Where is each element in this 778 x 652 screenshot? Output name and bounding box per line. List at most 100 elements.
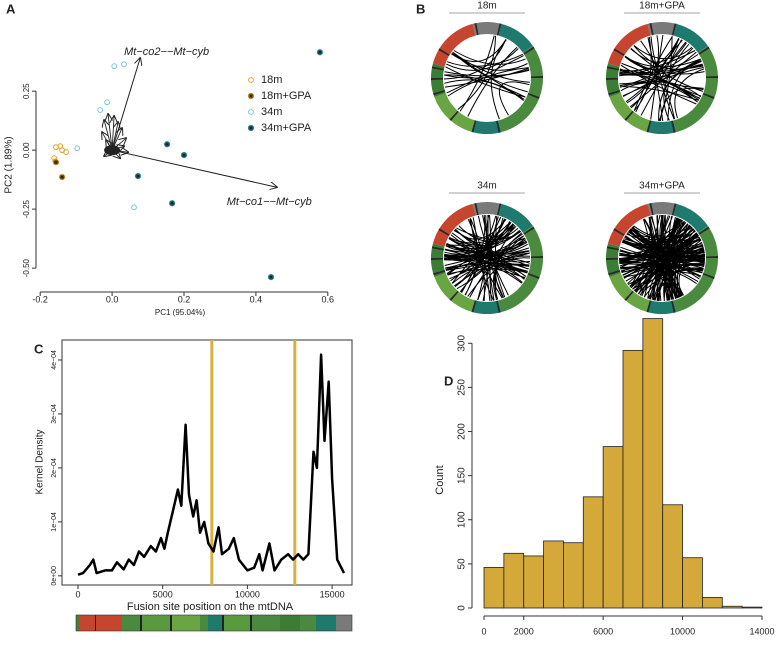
marker-circle <box>111 63 118 70</box>
arrow-label: Mt−co1−−Mt−cyb <box>227 196 312 208</box>
y-tick-label: 4e−04 <box>51 350 58 370</box>
circos-title: 34m <box>477 181 496 192</box>
chords <box>618 214 706 302</box>
panel-label: D <box>444 373 453 388</box>
ring-tick <box>624 110 634 121</box>
gene-segment <box>222 615 224 631</box>
ring-tick <box>496 203 502 216</box>
arrow-label: Mt−co2−−Mt−cyb <box>124 46 209 58</box>
hist-bar <box>602 446 624 609</box>
gene-segment <box>76 615 80 631</box>
ring-segment <box>609 93 651 133</box>
y-axis-label: Kernel Density <box>35 429 46 494</box>
point <box>134 173 142 180</box>
ring-segment <box>673 203 708 233</box>
point <box>52 159 60 166</box>
ring-tick <box>613 48 625 56</box>
marker-star <box>169 201 175 206</box>
x-tick-label: -0.2 <box>32 294 48 304</box>
y-tick-label: 200 <box>457 423 468 440</box>
ring-tick <box>431 78 444 80</box>
marker-star <box>248 125 254 131</box>
ring-segment <box>431 63 446 98</box>
loading-arrow <box>111 149 277 187</box>
point <box>121 61 127 68</box>
ring-segment <box>472 22 502 36</box>
marker-star <box>248 93 254 99</box>
ring-tick <box>474 23 479 36</box>
ring-segment <box>673 45 718 133</box>
marker-star <box>164 142 170 147</box>
circos-title: 34m+GPA <box>639 181 685 192</box>
y-tick-label: 0 <box>457 605 468 611</box>
legend-label: 18m+GPA <box>261 90 312 102</box>
ring-tick <box>496 120 501 133</box>
ring-tick <box>671 120 676 133</box>
gene-segment <box>336 615 352 631</box>
y-axis-label: PC2 (1.89%) <box>4 136 15 193</box>
ring-segment <box>607 23 651 67</box>
ring-segment <box>673 23 708 53</box>
x-tick-label: 14000 <box>749 626 774 636</box>
point <box>180 152 188 159</box>
ring-tick <box>705 76 718 78</box>
x-tick-label: 0 <box>481 626 486 636</box>
chords <box>443 35 530 120</box>
ring-tick <box>433 270 446 276</box>
hist-bar <box>741 606 763 609</box>
ring-segment <box>647 21 677 36</box>
ring-tick <box>702 273 715 279</box>
marker-star <box>181 152 187 158</box>
gene-segment <box>224 615 250 631</box>
ring-tick <box>523 46 535 55</box>
ring-tick <box>449 290 459 301</box>
ring-segment <box>498 23 533 53</box>
ring-segment <box>498 203 533 233</box>
point <box>59 173 66 181</box>
gene-segment <box>170 615 172 631</box>
point <box>111 63 118 70</box>
legend-label: 34m <box>261 106 282 118</box>
gene-segment <box>208 615 222 631</box>
ring-segment <box>647 201 677 216</box>
y-tick-label: 0.00 <box>22 142 31 158</box>
x-axis-label: Fusion site position on the mtDNA <box>127 601 294 613</box>
ring-tick <box>613 228 625 236</box>
loading-arrow <box>111 58 140 151</box>
y-tick-label: 0.25 <box>22 83 31 99</box>
legend-label: 18m <box>261 74 282 86</box>
y-tick-label: 3e−04 <box>51 404 58 424</box>
x-axis-label: PC1 (95.04%) <box>155 308 206 317</box>
ring-tick <box>438 228 450 236</box>
x-tick-label: 0.4 <box>250 294 263 304</box>
gene-segment <box>142 615 170 631</box>
ring-segment <box>647 120 677 135</box>
ring-segment <box>673 225 718 313</box>
x-tick-label: 6000 <box>593 626 613 636</box>
point <box>131 204 137 211</box>
ring-tick <box>608 90 621 96</box>
ring-segment <box>434 93 476 133</box>
density-line <box>77 353 346 576</box>
point <box>164 141 171 148</box>
ring-tick <box>606 246 619 251</box>
marker-star <box>317 50 323 55</box>
x-tick-label: 2000 <box>514 626 534 636</box>
legend-marker <box>248 77 254 83</box>
point <box>104 99 110 106</box>
marker-star <box>59 174 65 180</box>
y-tick-label: 50 <box>457 558 468 570</box>
ring-tick <box>698 226 710 235</box>
ring-segment <box>432 203 476 247</box>
marker-star <box>268 274 274 280</box>
ring-tick <box>449 110 459 121</box>
circos-title: 18m <box>477 1 496 12</box>
point <box>169 200 176 207</box>
point <box>74 145 81 152</box>
marker-circle <box>74 145 81 152</box>
ring-segment <box>472 300 502 315</box>
gene-segment <box>200 615 208 631</box>
ring-tick <box>608 270 621 276</box>
ring-tick <box>530 76 543 78</box>
panel-label: C <box>34 341 44 356</box>
